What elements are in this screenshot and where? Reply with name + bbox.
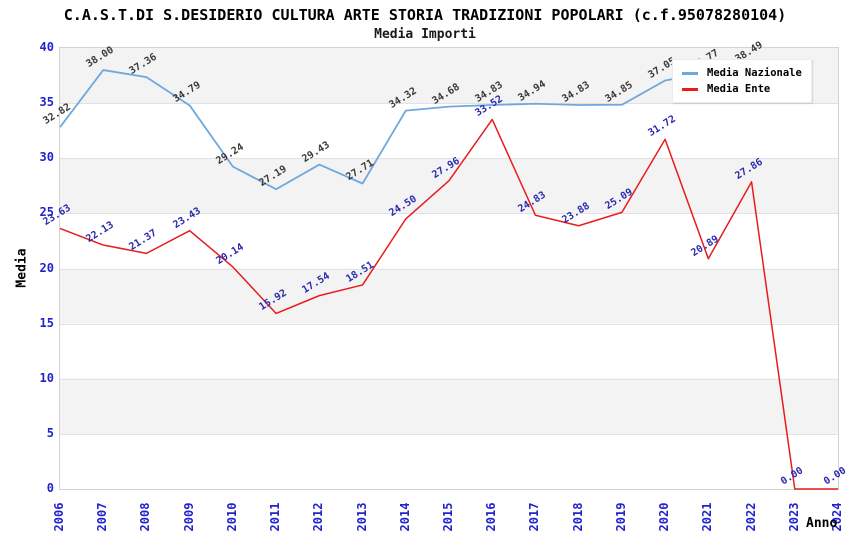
x-tick-label: 2008 <box>138 502 153 532</box>
x-tick-label: 2014 <box>397 502 412 532</box>
x-tick-label: 2021 <box>700 502 715 532</box>
y-tick-label: 25 <box>39 205 54 220</box>
legend-line-swatch-icon <box>682 87 698 91</box>
y-tick-label: 5 <box>46 425 54 440</box>
x-tick-label: 2015 <box>441 502 455 532</box>
series-line-nazionale <box>59 63 752 191</box>
x-tick-label: 2011 <box>268 502 283 532</box>
x-tick-label: 2018 <box>570 502 585 532</box>
x-tick-label: 2013 <box>354 502 369 532</box>
x-tick-label: 2012 <box>311 502 326 532</box>
x-tick-label: 2009 <box>181 502 196 532</box>
legend: Media Nazionale Media Ente <box>672 59 812 103</box>
grid-line <box>60 378 838 380</box>
y-tick-label: 30 <box>39 150 54 165</box>
y-tick-label: 40 <box>39 40 54 54</box>
x-tick-label: 2017 <box>527 502 542 532</box>
grid-line <box>60 213 838 215</box>
x-tick-label: 2023 <box>786 502 801 532</box>
chart-subtitle: Media Importi <box>374 27 476 42</box>
y-tick-label: 0 <box>46 481 54 495</box>
grid-line <box>60 433 838 435</box>
x-tick-label: 2022 <box>743 502 758 532</box>
legend-item: Media Ente <box>673 81 811 97</box>
y-tick-label: 20 <box>39 260 54 275</box>
x-tick-label: 2007 <box>95 502 110 532</box>
series-line-ente <box>59 118 838 490</box>
x-tick-label: 2006 <box>52 502 66 532</box>
legend-label: Media Nazionale <box>707 67 802 79</box>
grid-line <box>60 158 838 160</box>
x-tick-label: 2020 <box>657 502 672 532</box>
y-axis-label: Media <box>14 248 30 288</box>
grid-line <box>60 103 838 105</box>
x-axis-label: Anno <box>806 516 838 531</box>
y-tick-label: 35 <box>39 95 54 110</box>
legend-line-swatch-icon <box>682 71 698 75</box>
x-tick-label: 2010 <box>224 502 239 532</box>
chart-title: C.A.S.T.DI S.DESIDERIO CULTURA ARTE STOR… <box>63 6 787 24</box>
x-tick-label: 2016 <box>484 502 499 532</box>
legend-item: Media Nazionale <box>673 65 811 81</box>
legend-label: Media Ente <box>707 83 771 95</box>
series-lines <box>59 63 838 490</box>
y-tick-label: 10 <box>39 370 54 385</box>
plot-area: 32.82 38.00 37.36 34.79 29.24 27.19 29.43 27.71… <box>41 39 848 490</box>
grid-line <box>60 323 838 325</box>
grid-line <box>60 268 838 270</box>
x-tick-label: 2019 <box>613 502 628 532</box>
y-tick-label: 15 <box>39 315 54 330</box>
